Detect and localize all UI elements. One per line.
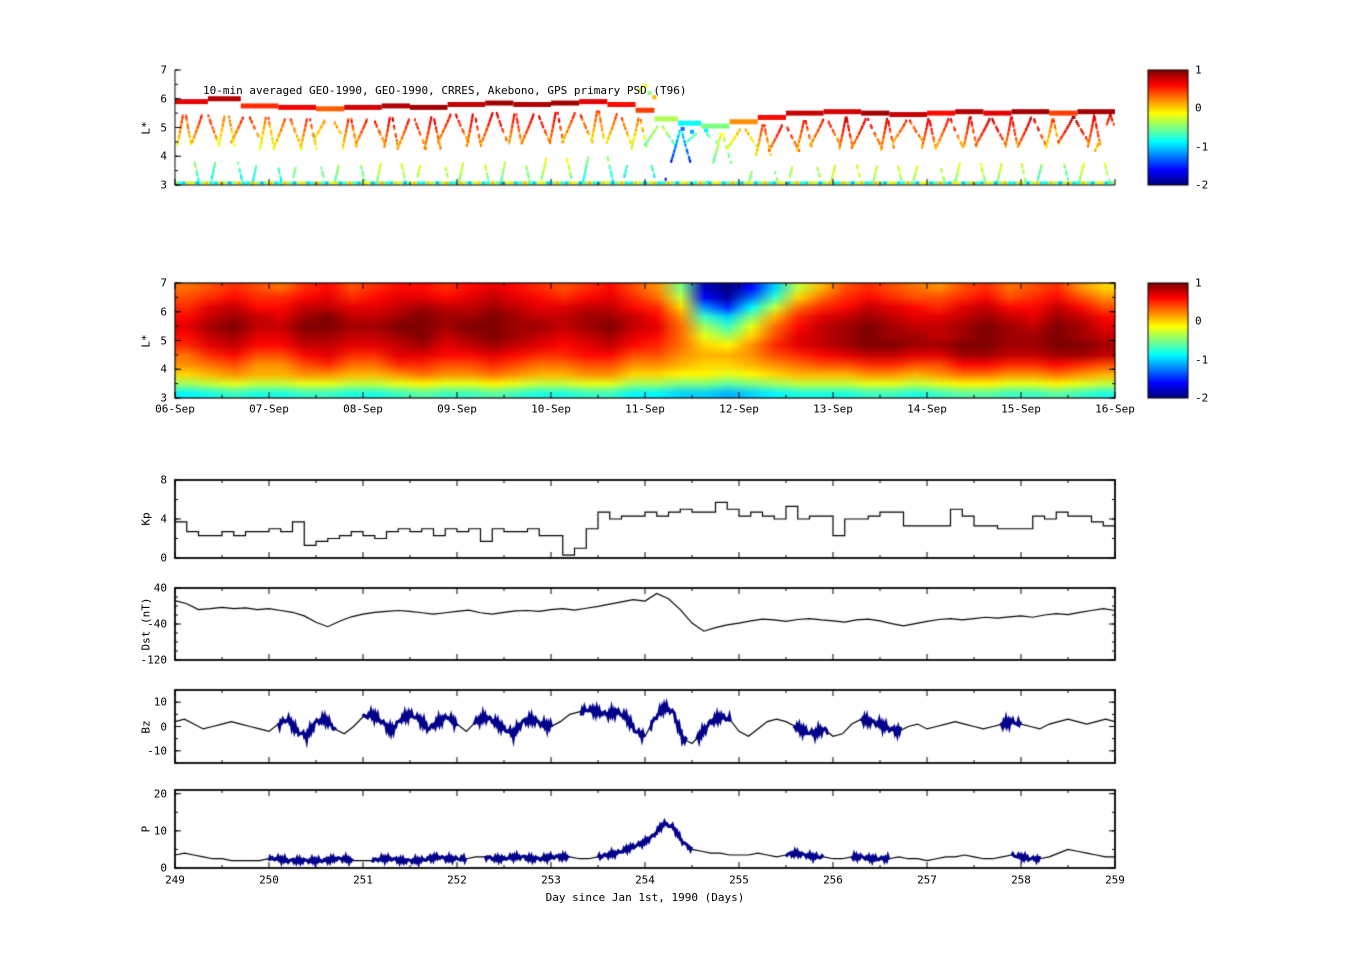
x-axis-title: Day since Jan 1st, 1990 (Days) (545, 891, 745, 904)
psd-scatter-title: 10-min averaged GEO-1990, GEO-1990, CRRE… (203, 84, 687, 97)
